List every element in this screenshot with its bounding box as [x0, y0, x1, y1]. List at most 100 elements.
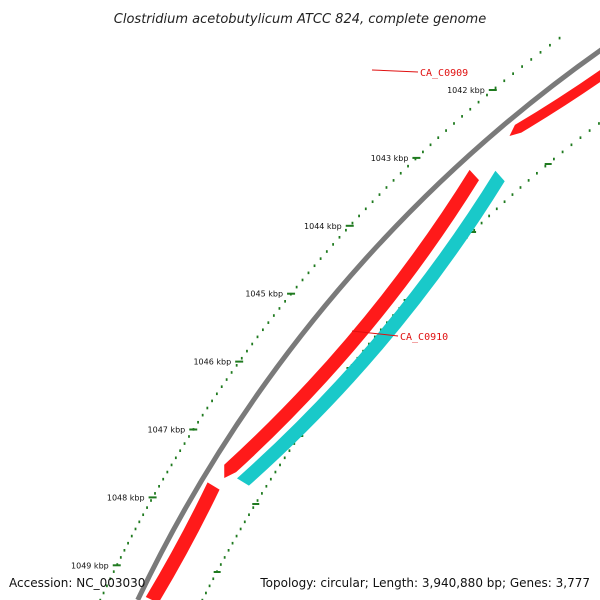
gene-label-text: CA_C0910: [400, 332, 448, 343]
scale-dot: [527, 179, 530, 182]
scale-dot: [240, 356, 243, 360]
map-title: Clostridium acetobutylicum ATCC 824, com…: [114, 12, 486, 27]
scale-dot: [579, 136, 582, 139]
scale-dot: [283, 456, 286, 460]
scale-dot: [407, 164, 409, 168]
scale-dot: [267, 321, 270, 324]
scale-dot: [512, 72, 514, 75]
scale-dot: [598, 122, 600, 125]
scale-dot: [558, 36, 561, 40]
scale-dot: [230, 371, 233, 374]
scale-dot: [358, 214, 360, 218]
gene-features: [145, 0, 600, 600]
gene-label-leader: [351, 330, 399, 337]
gene-feature-forward-bottom[interactable]: [145, 482, 220, 600]
kbp-tick-label: 1046 kbp: [193, 358, 231, 367]
scale-dot: [486, 93, 488, 97]
scale-dot: [521, 65, 523, 68]
scale-dot: [102, 591, 105, 595]
scale-dot: [127, 541, 129, 545]
scale-dot: [561, 150, 564, 154]
scale-dot: [106, 584, 108, 588]
scale-dot: [469, 107, 472, 111]
scale-dot: [539, 51, 542, 54]
scale-dot: [495, 207, 498, 211]
scale-dot: [225, 378, 228, 381]
gene-feature-forward-top[interactable]: [509, 0, 600, 136]
scale-dot: [174, 456, 177, 460]
scale-dot: [99, 598, 102, 600]
scale-dot: [494, 86, 497, 90]
scale-dot: [134, 527, 137, 531]
scale-dot: [293, 442, 296, 445]
gene-feature-forward-mid[interactable]: [224, 169, 480, 478]
scale-dot: [378, 193, 381, 196]
scale-dot: [223, 556, 226, 559]
scale-dot: [371, 200, 374, 204]
gene-label-ca-c0909[interactable]: CA_C0909: [371, 68, 468, 79]
scale-dot: [212, 577, 215, 581]
scale-dot: [307, 271, 310, 275]
scale-dot: [243, 520, 246, 524]
scale-dots-left: [99, 36, 561, 600]
scale-dot: [414, 157, 417, 161]
scale-dot: [235, 364, 238, 367]
scale-dot: [235, 534, 238, 538]
scale-dot: [256, 499, 259, 502]
scale-dot: [130, 534, 133, 538]
scale-ticks: 1042 kbp 1043 kbp 1044 kbp 1045 kbp 1046 kbp…: [71, 86, 497, 570]
scale-dot: [179, 449, 182, 453]
scale-dot: [166, 470, 169, 474]
accession-text: Accession: NC_003030: [9, 576, 145, 590]
scale-dot: [220, 385, 223, 388]
scale-dot: [205, 591, 207, 595]
scale-dot: [138, 520, 141, 524]
scale-dot: [272, 314, 275, 317]
scale-dot: [162, 477, 165, 481]
scale-dot: [488, 214, 491, 218]
kbp-tick-label: 1042 kbp: [447, 86, 485, 95]
scale-dot: [588, 129, 591, 132]
scale-dot: [445, 129, 447, 132]
kbp-tick-label: 1047 kbp: [148, 426, 186, 435]
scale-dot: [248, 513, 250, 517]
scale-dot: [461, 115, 463, 118]
scale-dot: [332, 243, 335, 246]
scale-dot: [188, 435, 190, 438]
scale-dot: [399, 171, 402, 175]
scale-dot: [183, 442, 186, 445]
scale-dot: [197, 420, 199, 424]
scale-dot: [269, 477, 272, 481]
scale-dot: [549, 43, 551, 47]
scale-dot: [373, 335, 376, 339]
scale-dot: [265, 484, 268, 488]
scale-dot: [119, 556, 122, 559]
gene-feature-reverse[interactable]: [236, 170, 505, 486]
kbp-tick-label: 1049 kbp: [71, 561, 109, 570]
scale-dot: [201, 598, 204, 600]
scale-dot: [246, 349, 248, 353]
scale-dot: [219, 563, 222, 566]
scale-dot: [385, 186, 388, 189]
scale-dot: [544, 164, 547, 168]
scale-dot: [295, 285, 298, 289]
scale-dot: [201, 413, 204, 417]
scale-dot: [274, 470, 277, 474]
scale-dot: [530, 58, 533, 61]
scale-dot: [338, 235, 341, 239]
gene-label-ca-c0910[interactable]: CA_C0910: [351, 330, 448, 343]
scale-dot: [511, 193, 514, 196]
scale-dot: [112, 570, 115, 573]
kbp-tick-label: 1044 kbp: [304, 222, 342, 231]
scale-dot: [158, 484, 160, 488]
scale-dot: [239, 527, 242, 531]
scale-dot: [142, 513, 145, 517]
scale-dot: [288, 449, 291, 453]
scale-dot: [503, 200, 506, 204]
genome-summary-text: Topology: circular; Length: 3,940,880 bp…: [259, 576, 590, 590]
scale-dot: [503, 79, 506, 83]
scale-dot: [553, 157, 555, 161]
scale-dot: [146, 506, 148, 509]
scale-dot: [313, 264, 316, 268]
